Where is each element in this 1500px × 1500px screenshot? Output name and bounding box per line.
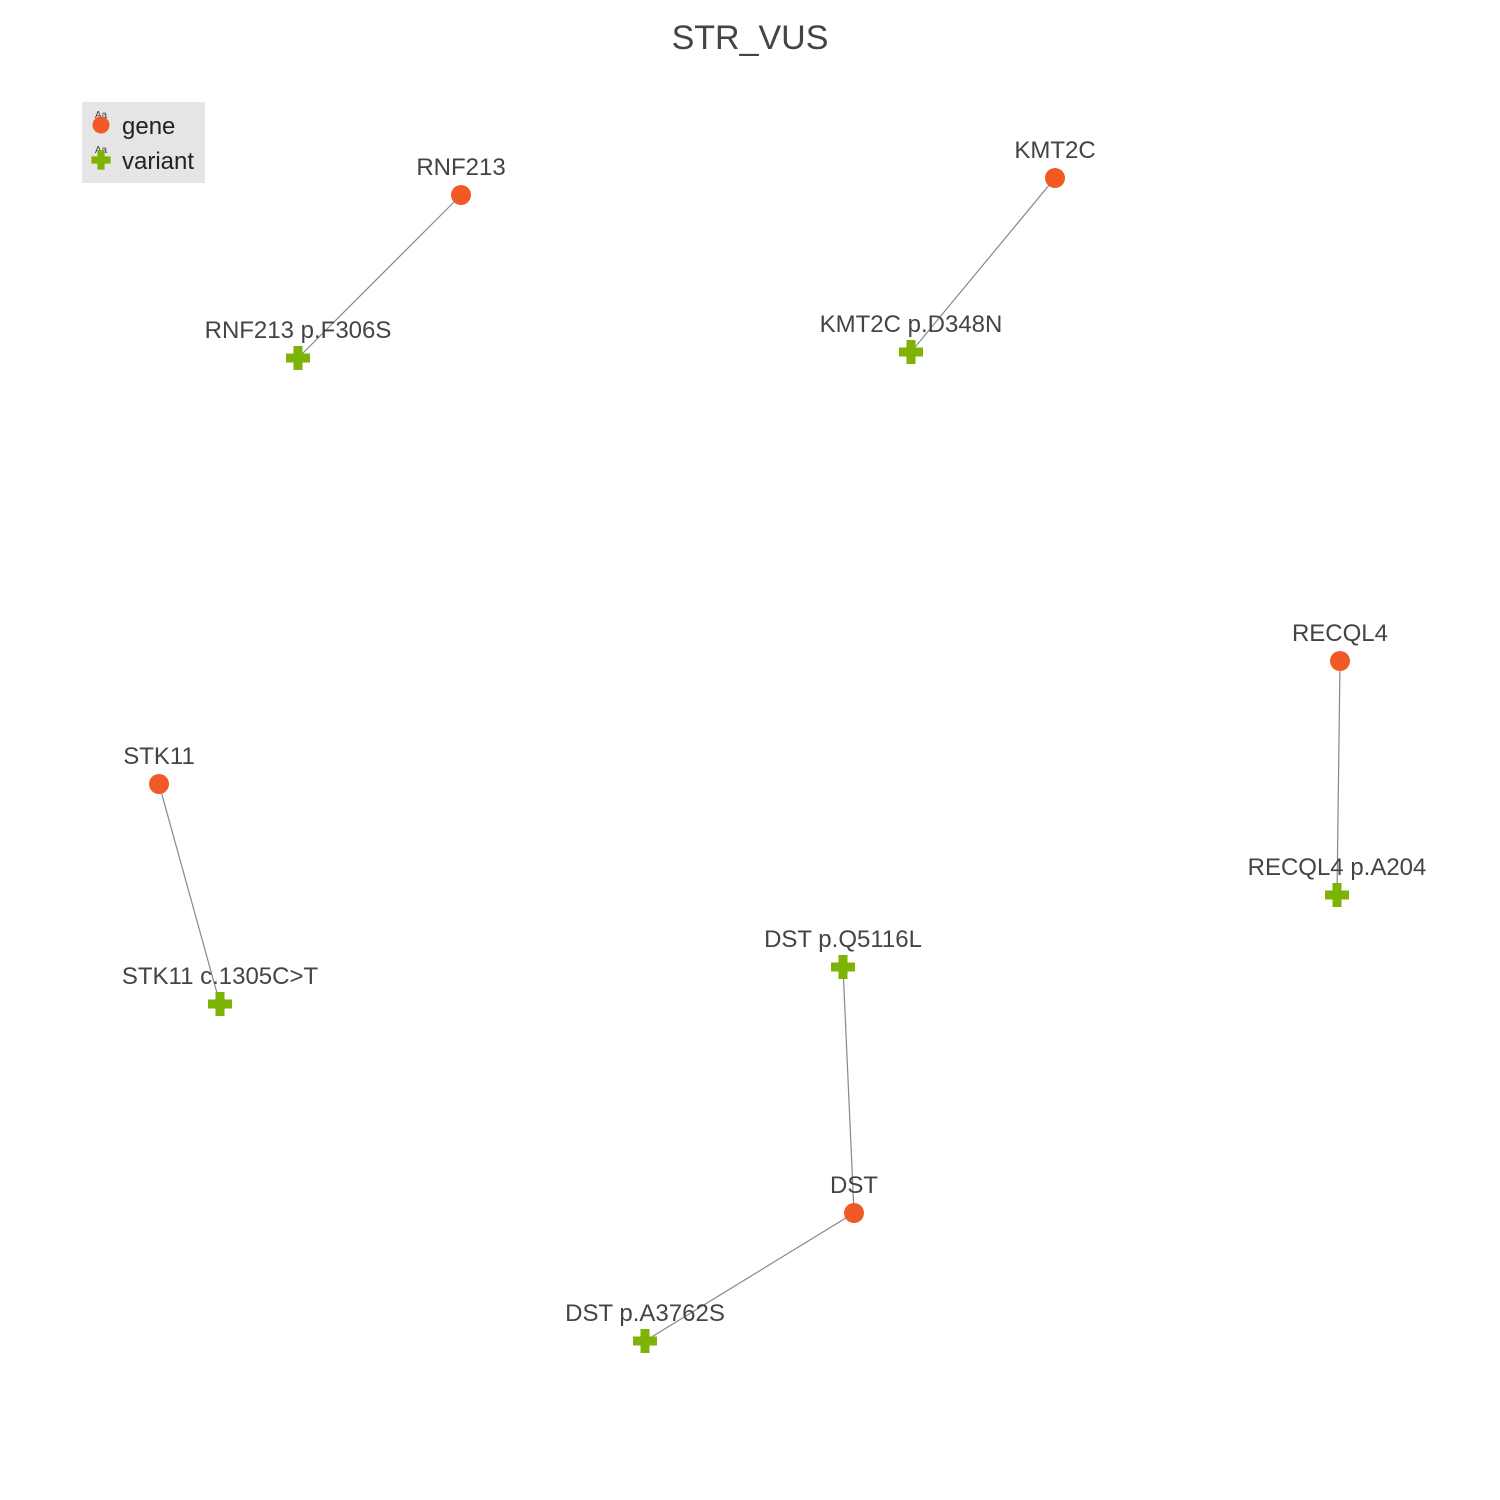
node-kmt2c-v[interactable]: KMT2C p.D348N xyxy=(820,311,1003,364)
edge-dst-dst-v2 xyxy=(644,1212,855,1342)
edge-kmt2c-kmt2c-v xyxy=(910,177,1056,353)
node-kmt2c[interactable]: KMT2C xyxy=(1014,137,1096,188)
node-dst-v2[interactable]: DST p.A3762S xyxy=(565,1300,725,1353)
legend: Aa gene Aavariant xyxy=(82,102,205,183)
legend-sample-text: Aa xyxy=(95,110,108,121)
edge-stk11-stk11-v xyxy=(158,783,221,1005)
legend-item-variant: Aavariant xyxy=(91,145,194,175)
gene-circle-icon xyxy=(451,185,471,205)
node-stk11-v[interactable]: STK11 c.1305C>T xyxy=(122,963,319,1016)
gene-circle-icon xyxy=(149,774,169,794)
variant-cross-icon xyxy=(286,346,310,370)
edge-recql4-recql4-v xyxy=(1336,660,1341,896)
node-label: DST p.Q5116L xyxy=(764,926,922,953)
node-label: KMT2C p.D348N xyxy=(820,311,1003,338)
legend-label: gene xyxy=(122,113,175,140)
variant-cross-icon xyxy=(831,955,855,979)
variant-cross-icon xyxy=(899,340,923,364)
node-label: RECQL4 xyxy=(1292,620,1388,647)
variant-cross-icon xyxy=(633,1329,657,1353)
graph-title: STR_VUS xyxy=(672,19,829,57)
legend-item-gene: Aa gene xyxy=(92,110,175,140)
node-label: STK11 c.1305C>T xyxy=(122,963,319,990)
node-recql4-v[interactable]: RECQL4 p.A204 xyxy=(1248,854,1427,907)
node-recql4[interactable]: RECQL4 xyxy=(1292,620,1388,671)
gene-circle-icon xyxy=(844,1203,864,1223)
edges-layer xyxy=(158,177,1341,1342)
gene-circle-icon xyxy=(1045,168,1065,188)
node-label: DST p.A3762S xyxy=(565,1300,725,1327)
legend-circle-icon xyxy=(92,116,110,134)
node-label: RNF213 p.F306S xyxy=(205,317,392,344)
legend-cross-icon xyxy=(91,150,111,170)
node-dst-v1[interactable]: DST p.Q5116L xyxy=(764,926,922,979)
node-label: RECQL4 p.A204 xyxy=(1248,854,1427,881)
legend-label: variant xyxy=(122,148,194,175)
node-stk11[interactable]: STK11 xyxy=(123,743,195,794)
edge-dst-dst-v1 xyxy=(842,966,855,1214)
node-label: KMT2C xyxy=(1014,137,1095,164)
node-rnf213-v[interactable]: RNF213 p.F306S xyxy=(205,317,392,370)
edge-rnf213-rnf213-v xyxy=(297,194,462,359)
node-label: DST xyxy=(830,1172,878,1199)
node-dst[interactable]: DST xyxy=(830,1172,878,1223)
nodes-layer: RNF213 RNF213 p.F306S KMT2C KMT2C p.D348N RE… xyxy=(122,137,1427,1353)
node-rnf213[interactable]: RNF213 xyxy=(416,154,506,205)
node-label: RNF213 xyxy=(416,154,505,181)
variant-cross-icon xyxy=(1325,883,1349,907)
variant-cross-icon xyxy=(208,992,232,1016)
node-label: STK11 xyxy=(123,743,195,770)
gene-circle-icon xyxy=(1330,651,1350,671)
